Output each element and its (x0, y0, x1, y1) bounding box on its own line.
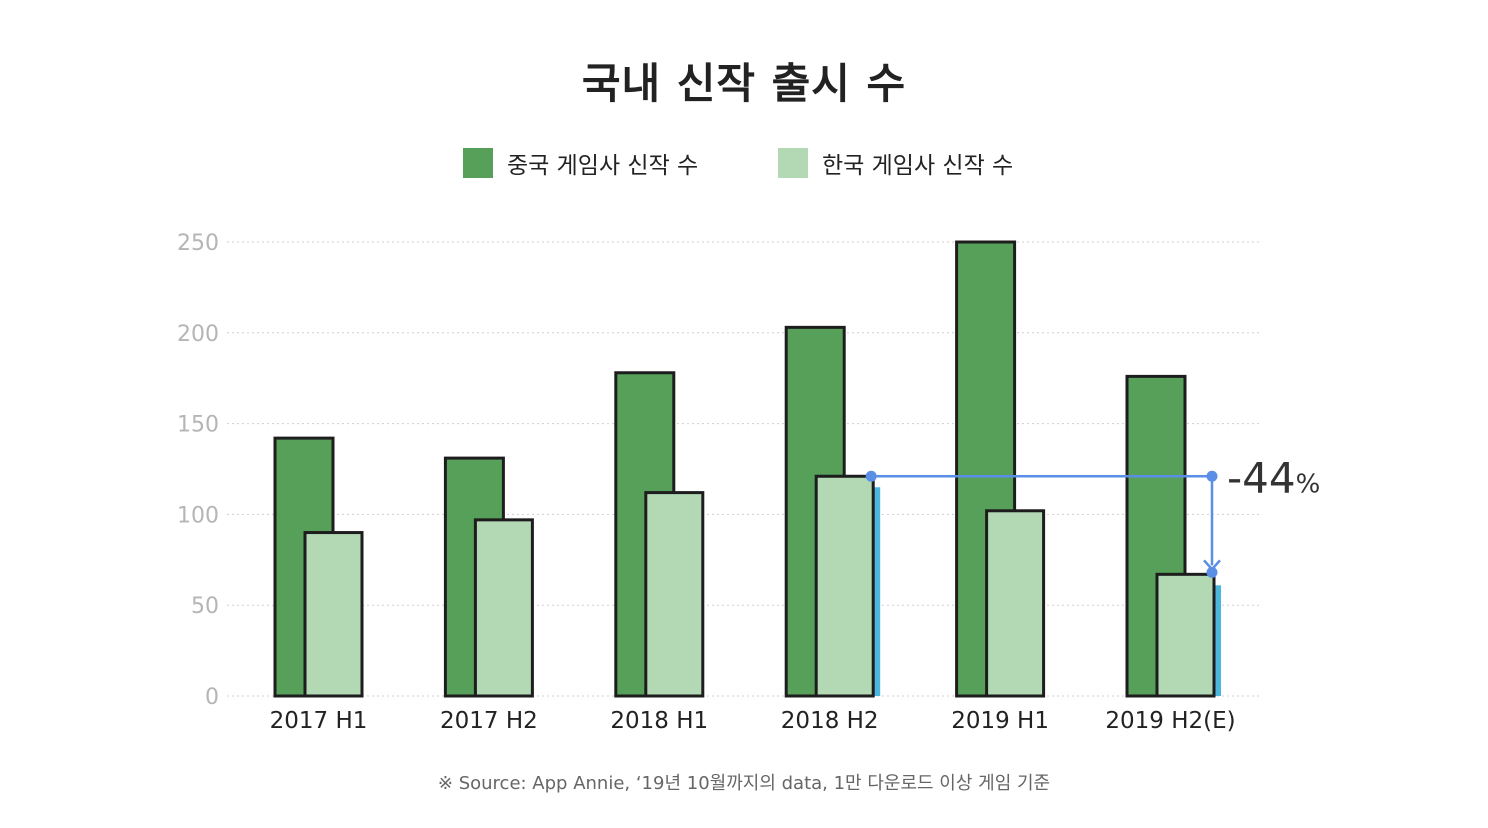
y-tick-label-200: 200 (177, 322, 219, 347)
x-tick-label-2: 2018 H1 (610, 708, 708, 734)
y-tick-label-150: 150 (177, 413, 219, 438)
bar-korea-5 (1155, 572, 1216, 698)
source-note: ※ Source: App Annie, ‘19년 10월까지의 data, 1… (437, 773, 1051, 794)
x-tick-label-0: 2017 H1 (270, 708, 368, 734)
bar-korea-0 (303, 531, 364, 698)
bar-korea-3 (814, 474, 875, 698)
y-tick-label-250: 250 (177, 231, 219, 256)
legend-item-korea: 한국 게임사 신작 수 (778, 146, 1013, 180)
bar-layer (273, 240, 1221, 698)
highlight-strip-3 (872, 487, 881, 696)
legend-item-china: 중국 게임사 신작 수 (463, 146, 698, 180)
annotation-layer: -44% (865, 453, 1320, 578)
grid-layer (227, 241, 1262, 697)
annotation-dot-start (865, 470, 877, 482)
bar-korea-2 (644, 491, 705, 698)
legend-label-china: 중국 게임사 신작 수 (507, 153, 699, 179)
bar-korea-1 (473, 518, 534, 698)
x-tick-label-3: 2018 H2 (781, 708, 879, 734)
bar-korea-4 (985, 509, 1046, 698)
legend: 중국 게임사 신작 수 한국 게임사 신작 수 (0, 146, 1488, 180)
highlight-strip-5 (1213, 585, 1221, 696)
annotation-dot-corner (1206, 470, 1218, 482)
annotation-label: -44% (1227, 453, 1320, 502)
chart-title: 국내 신작 출시 수 (581, 59, 907, 108)
y-tick-label-0: 0 (205, 685, 219, 710)
y-tick-label-50: 50 (191, 594, 219, 619)
legend-swatch-korea (778, 148, 808, 178)
x-tick-label-1: 2017 H2 (440, 708, 538, 734)
y-tick-label-100: 100 (177, 503, 219, 528)
x-tick-label-5: 2019 H2(E) (1105, 708, 1235, 734)
annotation-unit: % (1296, 469, 1321, 499)
label-layer: 0 50 100 150 200 250 2017 H1 2017 H2 2018 H1 2018… (177, 231, 1236, 734)
legend-label-korea: 한국 게임사 신작 수 (822, 153, 1014, 179)
annotation-value: -44 (1227, 453, 1296, 502)
x-tick-label-4: 2019 H1 (951, 708, 1049, 734)
legend-swatch-china (463, 148, 493, 178)
annotation-dot-end (1206, 566, 1218, 578)
